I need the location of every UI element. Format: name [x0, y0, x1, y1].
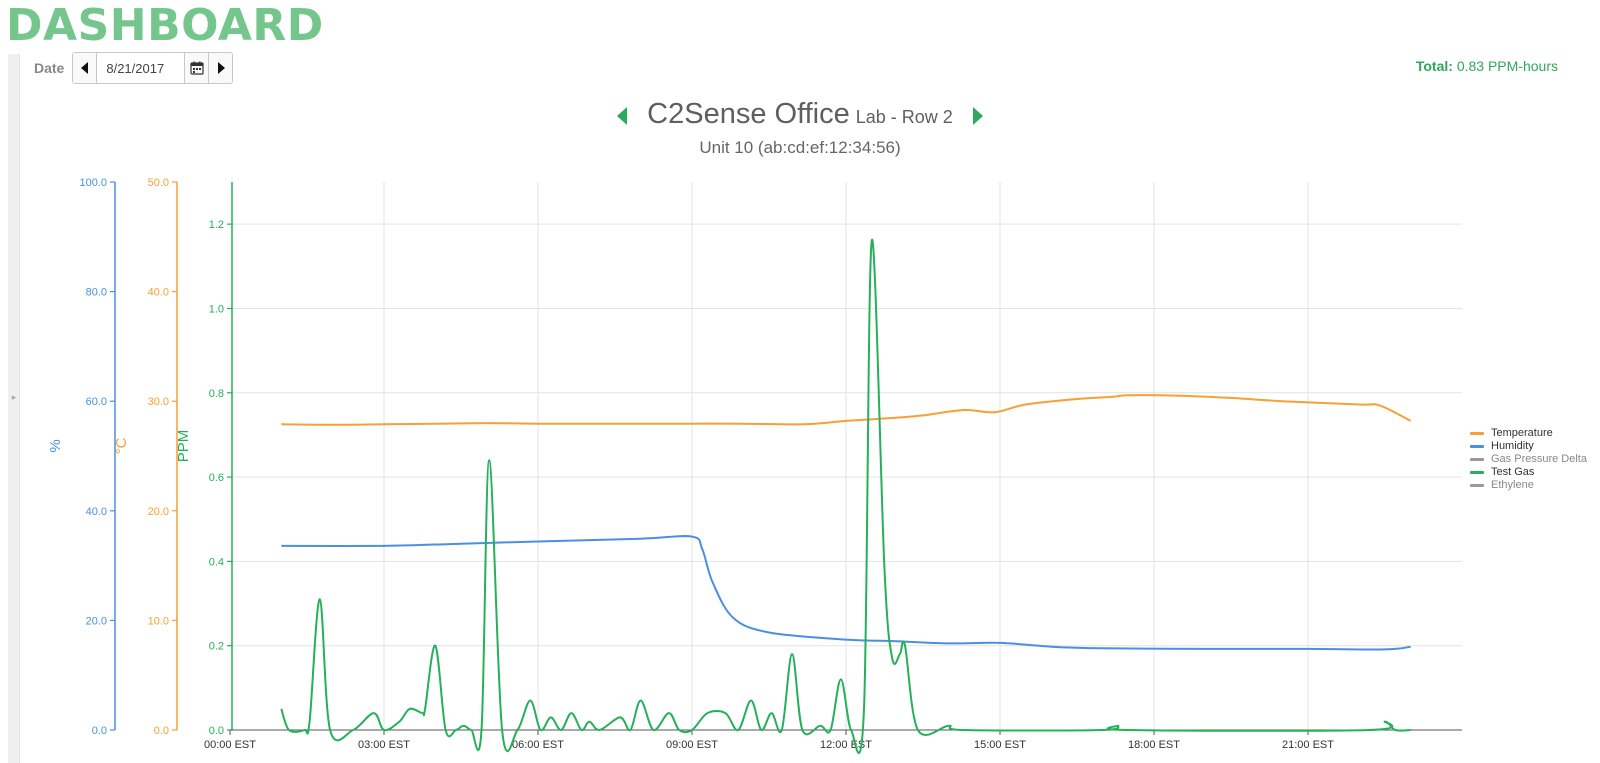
- page-title: DASHBOARD: [6, 0, 324, 51]
- chart-heading: C2Sense Office Lab - Row 2 Unit 10 (ab:cd…: [0, 98, 1600, 158]
- date-picker: Date: [34, 52, 234, 84]
- temperature-axis-label: °C: [113, 437, 130, 454]
- legend-label: Humidity: [1491, 440, 1534, 452]
- previous-date-button[interactable]: [73, 53, 98, 83]
- temperature-tick-label: 10.0: [148, 615, 169, 627]
- chart-legend: Temperature Humidity Gas Pressure Delta Tes…: [1470, 427, 1587, 492]
- legend-swatch: [1470, 471, 1484, 474]
- legend-swatch: [1470, 458, 1484, 461]
- total-value: 0.83 PPM-hours: [1456, 58, 1558, 74]
- sidebar-collapsed[interactable]: [8, 54, 20, 763]
- x-tick-label: 15:00 EST: [974, 739, 1026, 751]
- next-location-icon[interactable]: [972, 106, 983, 125]
- legend-swatch: [1470, 484, 1484, 487]
- calendar-button[interactable]: [184, 53, 209, 83]
- gas-tick-label: 0.6: [209, 472, 224, 484]
- triangle-left-icon: [80, 62, 88, 74]
- humidity-tick-label: 60.0: [86, 396, 107, 408]
- date-label: Date: [34, 60, 65, 76]
- unit-identifier: Unit 10 (ab:cd:ef:12:34:56): [699, 138, 901, 157]
- calendar-icon: [190, 61, 204, 75]
- temperature-tick-label: 0.0: [154, 725, 169, 737]
- legend-item-gas-pressure-delta[interactable]: Gas Pressure Delta: [1470, 453, 1587, 466]
- humidity-series-line: [281, 535, 1411, 651]
- date-control-group: [72, 52, 234, 84]
- total-label: Total:: [1415, 58, 1453, 74]
- test-gas-series-line: [280, 238, 1411, 754]
- x-tick-label: 09:00 EST: [666, 739, 718, 751]
- x-tick-label: 21:00 EST: [1282, 739, 1334, 751]
- x-tick-label: 18:00 EST: [1128, 739, 1180, 751]
- legend-swatch: [1470, 432, 1484, 435]
- legend-label: Ethylene: [1491, 479, 1534, 491]
- total-summary: Total: 0.83 PPM-hours: [1416, 58, 1558, 74]
- legend-item-test-gas[interactable]: Test Gas: [1470, 466, 1587, 479]
- x-tick-label: 06:00 EST: [512, 739, 564, 751]
- temperature-tick-label: 50.0: [148, 177, 169, 189]
- triangle-right-icon: [217, 62, 225, 74]
- temperature-series-line: [281, 394, 1412, 426]
- legend-label: Test Gas: [1491, 466, 1535, 478]
- humidity-tick-label: 80.0: [86, 287, 107, 299]
- location-name: C2Sense Office: [647, 98, 850, 130]
- gas-tick-label: 0.0: [209, 725, 224, 737]
- gas-tick-label: 1.0: [209, 303, 224, 315]
- temperature-tick-label: 40.0: [148, 287, 169, 299]
- legend-item-temperature[interactable]: Temperature: [1470, 427, 1587, 440]
- gas-tick-label: 0.2: [209, 641, 224, 653]
- gas-tick-label: 0.8: [209, 388, 224, 400]
- legend-item-humidity[interactable]: Humidity: [1470, 440, 1587, 453]
- sidebar-toggle-icon[interactable]: ▸: [11, 392, 17, 402]
- location-title: C2Sense Office Lab - Row 2: [647, 98, 953, 131]
- legend-swatch: [1470, 445, 1484, 448]
- temperature-tick-label: 20.0: [148, 506, 169, 518]
- humidity-axis-label: %: [47, 439, 64, 452]
- legend-label: Temperature: [1491, 427, 1553, 439]
- next-date-button[interactable]: [208, 53, 233, 83]
- gas-tick-label: 0.4: [209, 556, 224, 568]
- temperature-tick-label: 30.0: [148, 396, 169, 408]
- humidity-tick-label: 20.0: [86, 615, 107, 627]
- humidity-tick-label: 100.0: [79, 177, 107, 189]
- x-tick-label: 12:00 EST: [820, 739, 872, 751]
- previous-location-icon[interactable]: [617, 106, 628, 125]
- gas-tick-label: 1.2: [209, 219, 224, 231]
- legend-item-ethylene[interactable]: Ethylene: [1470, 479, 1587, 492]
- legend-label: Gas Pressure Delta: [1491, 453, 1587, 465]
- location-sub: Lab - Row 2: [855, 107, 953, 127]
- humidity-tick-label: 0.0: [92, 725, 107, 737]
- humidity-tick-label: 40.0: [86, 506, 107, 518]
- gas-axis-label: PPM: [175, 430, 192, 463]
- x-tick-label: 00:00 EST: [204, 739, 256, 751]
- x-tick-label: 03:00 EST: [358, 739, 410, 751]
- date-input[interactable]: [97, 53, 185, 83]
